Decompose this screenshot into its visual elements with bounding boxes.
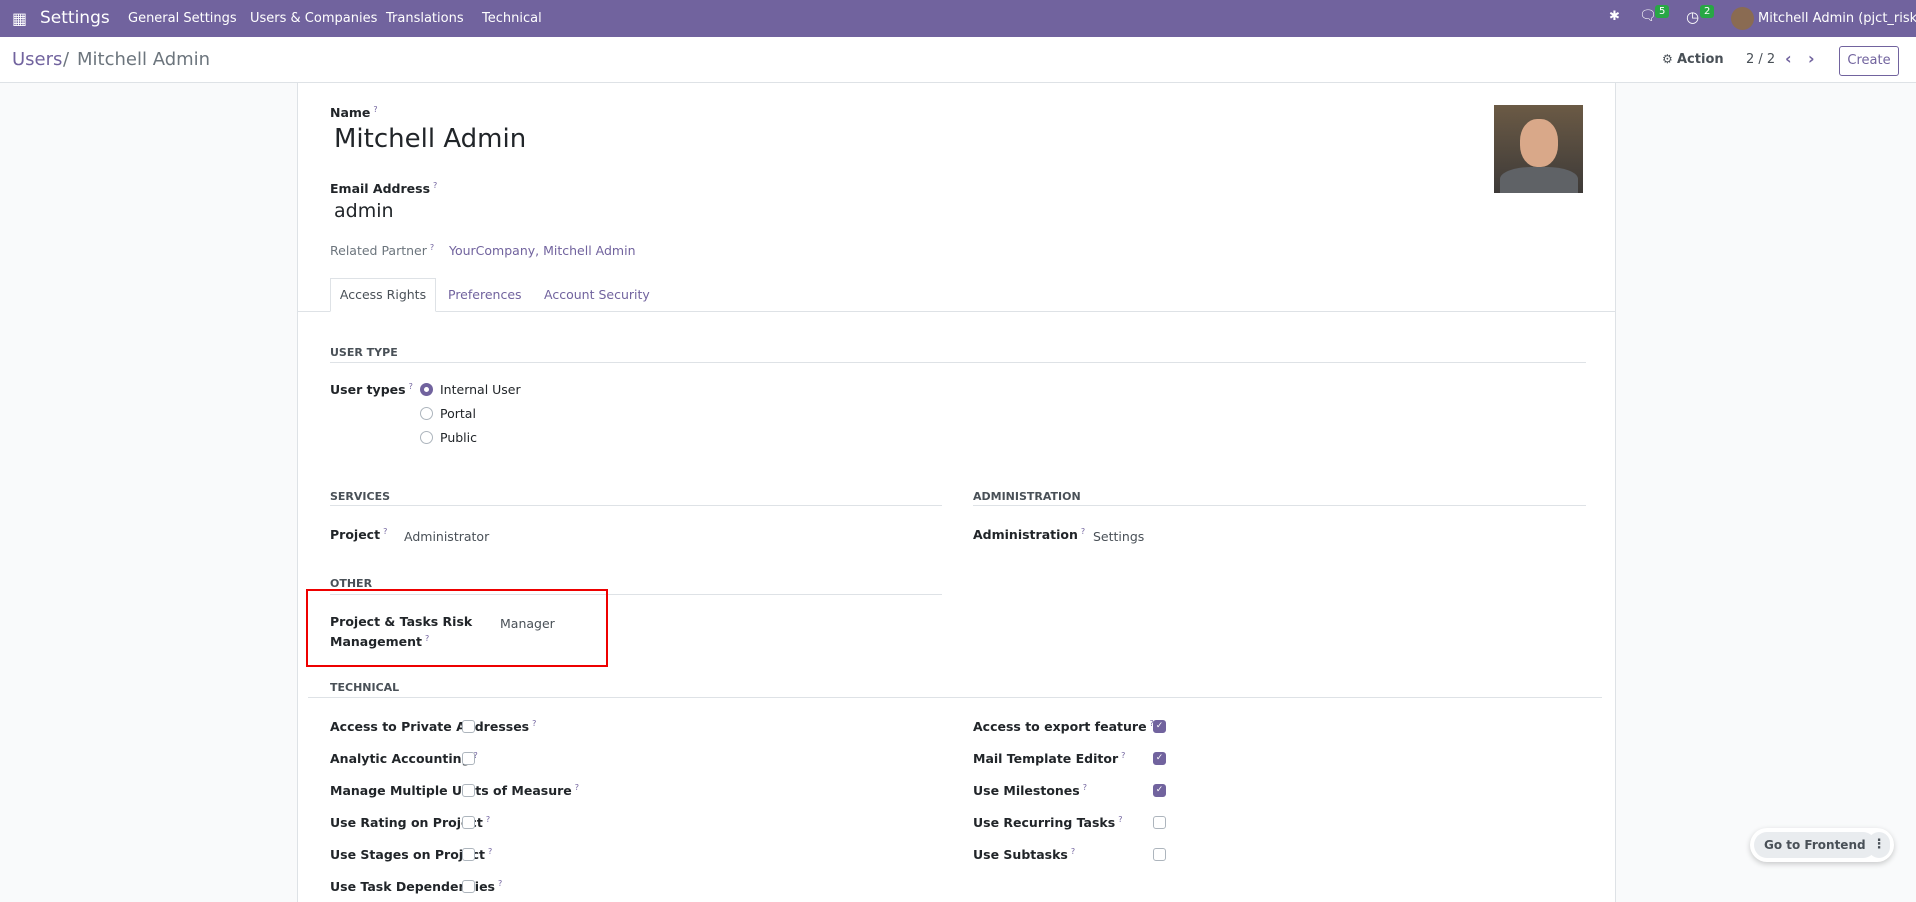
- tab-access-rights[interactable]: Access Rights: [330, 278, 436, 312]
- divider: [330, 594, 942, 595]
- radio-portal[interactable]: [420, 407, 433, 420]
- checkbox-access-to-export-feature[interactable]: ✓: [1153, 720, 1166, 733]
- photo-face: [1520, 119, 1558, 167]
- related-partner-link[interactable]: YourCompany, Mitchell Admin: [449, 243, 636, 258]
- top-navbar: ▦ Settings General Settings Users & Comp…: [0, 0, 1916, 37]
- bug-icon[interactable]: ✱: [1609, 9, 1620, 24]
- risk-management-label-line2: Management?: [330, 634, 430, 649]
- menu-translations[interactable]: Translations: [386, 11, 464, 26]
- label-access-to-private-addresses: Access to Private Addresses?: [330, 719, 537, 734]
- more-options-icon[interactable]: ⋮: [1868, 832, 1890, 858]
- radio-public[interactable]: [420, 431, 433, 444]
- related-partner-label: Related Partner?: [330, 243, 435, 258]
- name-field[interactable]: Mitchell Admin: [334, 124, 527, 154]
- checkbox-use-milestones[interactable]: ✓: [1153, 784, 1166, 797]
- section-user-type: USER TYPE: [330, 346, 398, 359]
- section-administration: ADMINISTRATION: [973, 490, 1081, 503]
- email-field[interactable]: admin: [334, 200, 394, 222]
- go-to-frontend-button[interactable]: Go to Frontend: [1754, 832, 1876, 858]
- project-value[interactable]: Administrator: [404, 529, 490, 544]
- chevron-right-icon[interactable]: ›: [1808, 49, 1815, 68]
- tab-account-security[interactable]: Account Security: [544, 287, 650, 302]
- highlight-box: [306, 589, 608, 667]
- chat-icon[interactable]: 🗨: [1639, 8, 1657, 24]
- form-sheet: Name? Mitchell Admin Email Address? admi…: [297, 83, 1616, 902]
- project-label: Project?: [330, 527, 388, 542]
- chevron-left-icon[interactable]: ‹: [1785, 49, 1792, 68]
- user-photo[interactable]: [1494, 105, 1583, 193]
- pager-value[interactable]: 2 / 2: [1746, 52, 1776, 67]
- section-other: OTHER: [330, 577, 373, 590]
- breadcrumb-users[interactable]: Users: [12, 49, 63, 70]
- label-mail-template-editor: Mail Template Editor?: [973, 751, 1126, 766]
- checkbox-use-task-dependencies[interactable]: [462, 880, 475, 893]
- divider: [330, 505, 942, 506]
- administration-label: Administration?: [973, 527, 1086, 542]
- risk-management-value[interactable]: Manager: [500, 616, 555, 631]
- option-portal[interactable]: Portal: [440, 406, 476, 421]
- option-public[interactable]: Public: [440, 430, 477, 445]
- label-use-recurring-tasks: Use Recurring Tasks?: [973, 815, 1123, 830]
- menu-users-companies[interactable]: Users & Companies: [250, 11, 378, 26]
- chat-count-badge: 5: [1655, 5, 1670, 18]
- label-use-subtasks: Use Subtasks?: [973, 847, 1076, 862]
- checkbox-mail-template-editor[interactable]: ✓: [1153, 752, 1166, 765]
- avatar[interactable]: [1731, 7, 1754, 30]
- checkbox-use-stages-on-project[interactable]: [462, 848, 475, 861]
- user-types-label: User types?: [330, 382, 413, 397]
- checkbox-access-to-private-addresses[interactable]: [462, 720, 475, 733]
- label-access-to-export-feature: Access to export feature?: [973, 719, 1154, 734]
- checkbox-use-rating-on-project[interactable]: [462, 816, 475, 829]
- divider: [330, 362, 1586, 363]
- checkbox-use-recurring-tasks[interactable]: [1153, 816, 1166, 829]
- tab-preferences[interactable]: Preferences: [448, 287, 522, 302]
- checkbox-manage-multiple-units-of-measure[interactable]: [462, 784, 475, 797]
- risk-management-label-line1: Project & Tasks Risk: [330, 614, 473, 629]
- app-title[interactable]: Settings: [40, 8, 110, 28]
- label-analytic-accounting: Analytic Accounting?: [330, 751, 478, 766]
- section-services: SERVICES: [330, 490, 391, 503]
- administration-value[interactable]: Settings: [1093, 529, 1145, 544]
- photo-shirt: [1500, 167, 1578, 193]
- label-use-milestones: Use Milestones?: [973, 783, 1087, 798]
- section-technical: TECHNICAL: [330, 681, 400, 694]
- label-use-stages-on-project: Use Stages on Project?: [330, 847, 493, 862]
- menu-technical[interactable]: Technical: [482, 11, 542, 26]
- checkbox-analytic-accounting[interactable]: [462, 752, 475, 765]
- app-grid-icon[interactable]: ▦: [12, 9, 28, 28]
- divider: [973, 505, 1586, 506]
- create-button[interactable]: Create: [1839, 46, 1899, 76]
- action-button[interactable]: Action: [1677, 52, 1724, 67]
- label-manage-multiple-units-of-measure: Manage Multiple Units of Measure?: [330, 783, 579, 798]
- label-use-task-dependencies: Use Task Dependencies?: [330, 879, 503, 894]
- clock-icon[interactable]: ◷: [1686, 8, 1700, 26]
- breadcrumb-current: Mitchell Admin: [77, 49, 211, 70]
- email-label: Email Address?: [330, 181, 438, 196]
- label-use-rating-on-project: Use Rating on Project?: [330, 815, 491, 830]
- tabs-divider: [298, 311, 1615, 312]
- frontend-toolbar: Go to Frontend ⋮: [1750, 828, 1894, 862]
- control-panel: Users / Mitchell Admin ⚙ Action 2 / 2 ‹ …: [0, 37, 1916, 83]
- divider: [308, 697, 1602, 698]
- option-internal-user[interactable]: Internal User: [440, 382, 521, 397]
- gear-icon: ⚙: [1662, 52, 1673, 66]
- name-label: Name?: [330, 105, 378, 120]
- checkbox-use-subtasks[interactable]: [1153, 848, 1166, 861]
- user-menu[interactable]: Mitchell Admin (pjct_risk): [1758, 11, 1916, 26]
- activity-count-badge: 2: [1700, 5, 1715, 18]
- breadcrumb-separator: /: [63, 49, 70, 70]
- radio-internal-user[interactable]: [420, 383, 433, 396]
- menu-general-settings[interactable]: General Settings: [128, 11, 237, 26]
